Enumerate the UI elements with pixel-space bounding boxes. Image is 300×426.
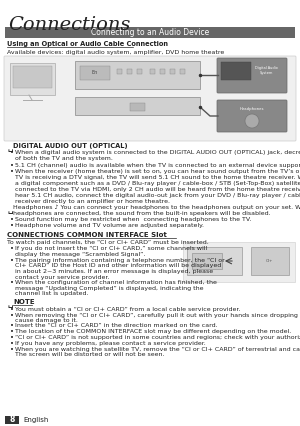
Bar — [130, 103, 145, 111]
Text: System: System — [259, 71, 273, 75]
Text: •: • — [10, 346, 14, 352]
Bar — [13, 66, 52, 88]
Text: 8: 8 — [9, 415, 15, 424]
Text: NOTE: NOTE — [13, 299, 34, 305]
Text: Connections: Connections — [8, 16, 130, 34]
Text: •: • — [10, 150, 14, 156]
Bar — [117, 69, 122, 74]
Text: “CI or CI+ CARD” is not supported in some countries and regions; check with your: “CI or CI+ CARD” is not supported in som… — [15, 335, 300, 340]
Text: CONNECTIONS COMMON INTERFACE Slot: CONNECTIONS COMMON INTERFACE Slot — [7, 232, 167, 238]
Bar — [5, 416, 19, 424]
Text: Headphone volume and TV volume are adjusted separately.: Headphone volume and TV volume are adjus… — [15, 223, 204, 228]
Bar — [192, 253, 222, 269]
Text: To watch paid channels, the “CI or CI+ CARD” must be inserted.: To watch paid channels, the “CI or CI+ C… — [7, 240, 209, 245]
Text: The pairing information containing a telephone number, the “CI or
CI+ CARD” ID t: The pairing information containing a tel… — [15, 258, 225, 280]
Bar — [137, 69, 142, 74]
Text: DIGITAL AUDIO OUT (OPTICAL): DIGITAL AUDIO OUT (OPTICAL) — [13, 143, 128, 149]
Text: ␣: ␣ — [7, 143, 13, 152]
Text: •: • — [10, 307, 14, 313]
Text: When you are watching the satellite TV, remove the “CI or CI+ CARD” of terrestri: When you are watching the satellite TV, … — [15, 346, 300, 357]
Text: If you do not insert the “CI or CI+ CARD,” some channels will
display the messag: If you do not insert the “CI or CI+ CARD… — [15, 246, 207, 257]
Text: Headphones: Headphones — [240, 107, 264, 111]
Text: You must obtain a “CI or CI+ CARD” from a local cable service provider.: You must obtain a “CI or CI+ CARD” from … — [15, 307, 240, 312]
Text: •: • — [10, 246, 14, 252]
Text: Insert the “CI or CI+ CARD” in the direction marked on the card.: Insert the “CI or CI+ CARD” in the direc… — [15, 323, 217, 328]
Text: ␣: ␣ — [7, 205, 13, 214]
Text: ␣: ␣ — [7, 299, 13, 308]
Bar — [10, 63, 55, 95]
Bar — [75, 97, 200, 115]
Text: CI+: CI+ — [266, 259, 274, 263]
Text: Headphones ♪ You can connect your headphones to the headphones output on your se: Headphones ♪ You can connect your headph… — [13, 205, 300, 216]
Text: When the receiver (home theatre) is set to on, you can hear sound output from th: When the receiver (home theatre) is set … — [15, 170, 300, 204]
Circle shape — [245, 114, 259, 128]
Text: When a digital audio system is connected to the DIGITAL AUDIO OUT (OPTICAL) jack: When a digital audio system is connected… — [15, 150, 300, 161]
Bar — [187, 247, 242, 275]
Bar — [251, 247, 289, 275]
Text: •: • — [10, 258, 14, 264]
Text: Available devices: digital audio system, amplifier, DVD home theatre: Available devices: digital audio system,… — [7, 50, 224, 55]
Text: •: • — [10, 335, 14, 341]
Bar — [5, 27, 295, 38]
Text: •: • — [10, 170, 14, 176]
Text: When the configuration of channel information has finished, the
message “Updatin: When the configuration of channel inform… — [15, 280, 217, 296]
Text: The location of the COMMON INTERFACE slot may be different depending on the mode: The location of the COMMON INTERFACE slo… — [15, 329, 291, 334]
Text: •: • — [10, 162, 14, 169]
Text: •: • — [10, 323, 14, 329]
Bar — [160, 69, 165, 74]
Text: •: • — [10, 223, 14, 229]
Text: English: English — [23, 417, 48, 423]
Text: Sound function may be restricted when  connecting headphones to the TV.: Sound function may be restricted when co… — [15, 217, 251, 222]
Bar — [221, 62, 251, 80]
Text: •: • — [10, 280, 14, 286]
Bar — [80, 66, 110, 80]
Text: •: • — [10, 217, 14, 223]
Text: Digital Audio: Digital Audio — [255, 66, 278, 70]
Bar — [170, 69, 175, 74]
Text: When removing the “CI or CI+ CARD”, carefully pull it out with your hands since : When removing the “CI or CI+ CARD”, care… — [15, 313, 300, 323]
Bar — [127, 69, 132, 74]
Text: Using an Optical or Audio Cable Connection: Using an Optical or Audio Cable Connecti… — [7, 41, 168, 47]
Text: •: • — [10, 329, 14, 335]
FancyBboxPatch shape — [217, 58, 287, 93]
Text: Connecting to an Audio Device: Connecting to an Audio Device — [91, 28, 209, 37]
FancyBboxPatch shape — [4, 56, 296, 141]
Text: 5.1 CH (channel) audio is available when the TV is connected to an external devi: 5.1 CH (channel) audio is available when… — [15, 162, 300, 167]
Text: •: • — [10, 341, 14, 347]
Bar — [180, 69, 185, 74]
Bar — [183, 242, 295, 282]
Text: •: • — [10, 313, 14, 319]
Bar — [75, 61, 200, 89]
Text: En: En — [92, 70, 98, 75]
FancyBboxPatch shape — [217, 100, 287, 132]
Bar — [150, 69, 155, 74]
Text: If you have any problems, please contact a service provider.: If you have any problems, please contact… — [15, 341, 206, 346]
